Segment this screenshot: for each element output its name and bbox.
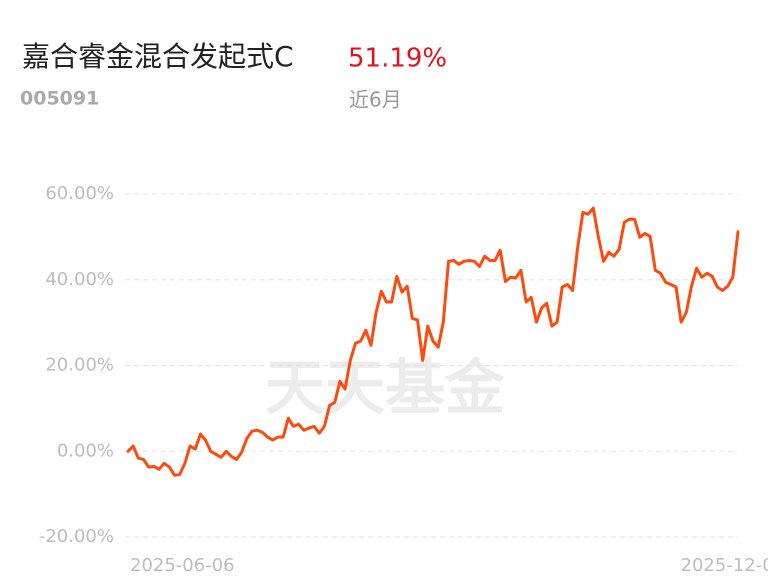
y-tick-label: -20.00% (39, 526, 114, 547)
nav-line (126, 206, 740, 477)
x-tick-label: 2025-12-08 (681, 555, 768, 576)
fund-change: 51.19% (348, 44, 447, 74)
x-tick-label: 2025-06-06 (130, 555, 235, 576)
y-tick-label: 20.00% (45, 355, 114, 376)
y-tick-label: 0.00% (57, 440, 114, 461)
fund-code: 005091 (20, 88, 99, 110)
watermark: 天天基金 (265, 354, 506, 424)
fund-name: 嘉合睿金混合发起式C (22, 40, 294, 73)
period-label: 近6月 (349, 88, 402, 112)
y-tick-label: 60.00% (45, 183, 114, 204)
y-tick-label: 40.00% (45, 269, 114, 290)
